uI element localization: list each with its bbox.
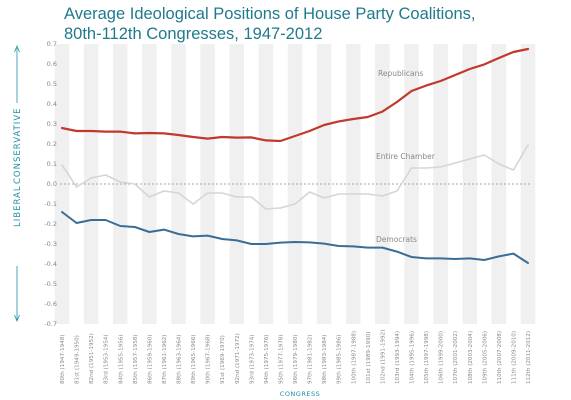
chart-title: Average Ideological Positions of House P…: [64, 4, 476, 44]
x-tick-label: 81st (1949-1950): [75, 335, 81, 384]
x-tick-label: 111th (2009-2010): [511, 331, 517, 384]
chart-title-line-2: 80th-112th Congresses, 1947-2012: [64, 25, 323, 43]
x-tick-label: 95th (1977-1978): [278, 335, 284, 385]
y-tick-label: 0.7: [47, 40, 57, 48]
x-tick-label: 100th (1987-1988): [351, 331, 357, 384]
x-tick-label: 89th (1965-1966): [191, 335, 197, 385]
x-tick-label: 91st (1969-1970): [220, 335, 226, 384]
series-lines: [60, 47, 530, 264]
x-tick-label: 99th (1985-1986): [337, 335, 343, 385]
x-tick-label: 112th (2011-2012): [526, 331, 532, 384]
x-tick-label: 102nd (1991-1992): [380, 330, 386, 384]
y-axis-arrow-down-icon: [14, 314, 20, 323]
x-tick-label: 98th (1983-1984): [322, 335, 328, 385]
series-label-entire-chamber: Entire Chamber: [376, 152, 436, 161]
background-band: [171, 44, 186, 324]
x-tick-label: 105th (1997-1998): [424, 331, 430, 384]
background-band: [83, 44, 99, 324]
x-tick-label: 83rd (1953-1954): [104, 334, 110, 384]
series-label-democrats: Democrats: [376, 235, 417, 244]
y-axis-arrow-up-icon: [14, 44, 20, 53]
chart-title-line-1: Average Ideological Positions of House P…: [64, 5, 476, 23]
x-axis-label: CONGRESS: [280, 390, 320, 398]
y-tick-label: -0.3: [44, 240, 57, 248]
x-tick-label: 86th (1959-1960): [147, 335, 153, 385]
background-band: [287, 44, 303, 324]
x-tick-label: 92nd (1971-1972): [235, 333, 241, 384]
background-band: [404, 44, 419, 324]
x-tick-label: 97th (1981-1982): [308, 335, 314, 385]
x-tick-label: 107th (2001-2002): [453, 331, 459, 384]
y-tick-label: -0.6: [44, 300, 57, 308]
series-line-republicans: [60, 47, 530, 143]
y-tick-label: -0.4: [44, 260, 57, 268]
x-tick-label: 87th (1961-1962): [162, 335, 168, 385]
x-tick-label: 108th (2003-2004): [468, 331, 474, 384]
y-axis-label-liberal: LIBERAL: [13, 185, 23, 227]
x-tick-label: 110th (2007-2008): [497, 331, 503, 384]
x-tick-label: 103rd (1993-1994): [395, 331, 401, 384]
series-label-republicans: Republicans: [378, 69, 423, 78]
series-line-democrats: [61, 211, 529, 264]
y-axis-label: CONSERVATIVE LIBERAL: [13, 44, 23, 323]
y-tick-label: 0.6: [47, 60, 57, 68]
y-axis-label-conservative: CONSERVATIVE: [13, 107, 23, 184]
x-tick-label: 96th (1979-1980): [293, 335, 299, 385]
y-tick-label: -0.7: [44, 320, 57, 328]
y-tick-label: 0.4: [47, 100, 57, 108]
y-tick-label: 0.0: [47, 180, 57, 188]
y-tick-label: -0.1: [44, 200, 57, 208]
x-tick-label: 94th (1975-1976): [264, 335, 270, 385]
x-tick-label: 90th (1967-1968): [206, 335, 212, 385]
x-tick-label: 88th (1963-1964): [177, 335, 183, 385]
background-bands: [54, 44, 536, 324]
x-tick-label: 93rd (1973-1974): [249, 334, 255, 384]
y-tick-label: 0.5: [47, 80, 57, 88]
y-tick-label: 0.2: [47, 140, 57, 148]
x-tick-label: 106th (1999-2000): [439, 331, 445, 384]
x-tick-label: 109th (2005-2006): [482, 331, 488, 384]
x-tick-label: 85th (1957-1958): [133, 335, 139, 385]
y-tick-label: -0.2: [44, 220, 57, 228]
y-axis-ticks: 0.7 0.6 0.5 0.4 0.3 0.2 0.1 0.0 -0.1 -0.2 -0.3 -0.4…: [44, 40, 57, 328]
background-band: [200, 44, 215, 324]
y-tick-label: 0.3: [47, 120, 57, 128]
x-tick-label: 101st (1989-1990): [366, 332, 372, 384]
background-band: [491, 44, 507, 324]
x-tick-label: 80th (1947-1948): [60, 335, 66, 385]
series-line-chamber: [61, 144, 529, 210]
x-tick-label: 84th (1955-1956): [118, 335, 124, 385]
x-tick-label: 82nd (1951-1952): [89, 333, 95, 384]
y-tick-label: 0.1: [47, 160, 57, 168]
y-tick-label: -0.5: [44, 280, 57, 288]
x-tick-label: 104th (1995-1996): [410, 331, 416, 384]
x-axis-ticks: 80th (1947-1948) 81st (1949-1950) 82nd (19…: [60, 330, 532, 384]
